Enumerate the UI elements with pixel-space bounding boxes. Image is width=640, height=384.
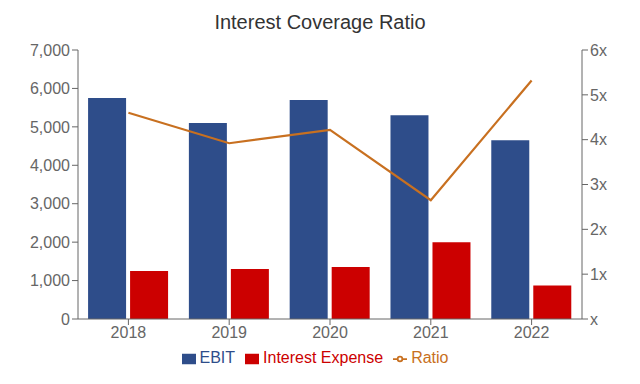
html-text:Interest Coverage Ratio: Interest Coverage Ratio [214, 11, 426, 33]
html-text:EBIT: EBIT [199, 349, 236, 366]
svg-text:7,000: 7,000 [30, 42, 70, 59]
svg-text:3x: 3x [590, 176, 607, 193]
svg-text:x: x [590, 311, 598, 328]
svg-text:4x: 4x [590, 131, 607, 148]
svg-text:2019: 2019 [211, 324, 247, 341]
svg-text:6,000: 6,000 [30, 80, 70, 97]
svg-text:3,000: 3,000 [30, 195, 70, 212]
svg-text:2018: 2018 [111, 324, 147, 341]
html-text:Interest Expense: Interest Expense [263, 349, 384, 366]
html-text:Ratio: Ratio [411, 349, 449, 366]
svg-text:6x: 6x [590, 42, 607, 59]
svg-text:2022: 2022 [514, 324, 550, 341]
svg-text:4,000: 4,000 [30, 157, 70, 174]
svg-text:5x: 5x [590, 87, 607, 104]
svg-text:2020: 2020 [312, 324, 348, 341]
svg-text:1,000: 1,000 [30, 272, 70, 289]
svg-text:2x: 2x [590, 221, 607, 238]
svg-text:2021: 2021 [413, 324, 449, 341]
svg-text:1x: 1x [590, 266, 607, 283]
svg-text:2,000: 2,000 [30, 234, 70, 251]
svg-text:5,000: 5,000 [30, 119, 70, 136]
svg-text:0: 0 [61, 311, 70, 328]
